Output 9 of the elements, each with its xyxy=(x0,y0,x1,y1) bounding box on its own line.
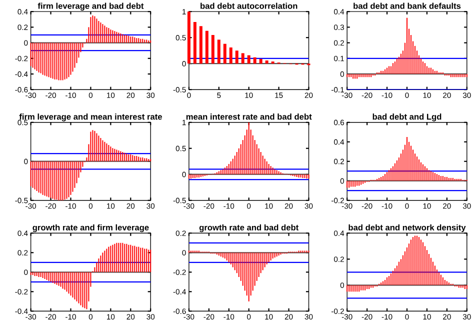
chart-title: bad debt and Lgd xyxy=(372,114,442,122)
chart-title: bad debt and network density xyxy=(348,224,466,232)
chart-title: bad debt autocorrelation xyxy=(200,2,298,9)
chart-title: growth rate and bad debt xyxy=(199,224,299,232)
chart-title: firm leverage and bad debt xyxy=(38,2,144,11)
chart-title: bad debt and bank defaults xyxy=(354,2,461,9)
chart-title: growth rate and firm leverage xyxy=(32,224,149,232)
chart-title: mean interest rate and bad debt xyxy=(186,114,312,120)
chart-title: firm leverage and mean interest rate xyxy=(19,114,162,122)
